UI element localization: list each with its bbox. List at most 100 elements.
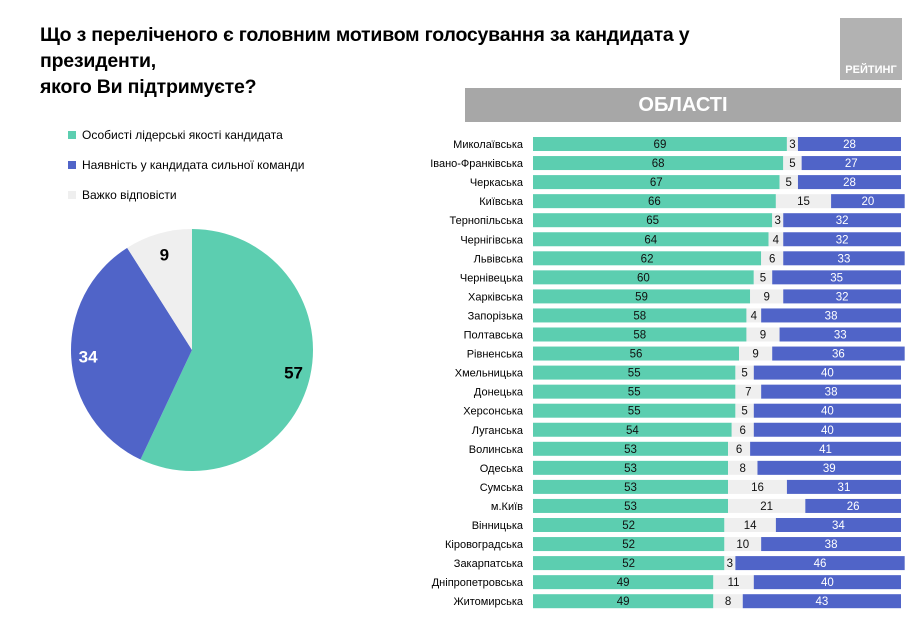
bar-segment-leader [533,194,776,209]
bar-value-leader: 62 [641,253,654,265]
bar-segment-team [783,251,905,266]
bar-value-leader: 52 [622,520,635,532]
bar-segment-hard [728,498,806,513]
category-label: Житомирська [453,596,523,608]
bar-segment-team [750,441,901,456]
bar-segment-leader [533,327,747,342]
bar-segment-hard [728,479,787,494]
bar-value-leader: 52 [622,539,635,551]
bar-segment-hard [735,365,754,380]
bar-segment-leader [533,308,747,323]
bar-value-leader: 58 [633,330,646,342]
bar-segment-team [783,213,901,228]
bar-value-leader: 55 [628,368,641,380]
bar-segment-leader [533,422,732,437]
bar-segment-team [772,346,905,361]
bar-segment-team [775,518,901,532]
bar-segment-hard [713,594,743,609]
bar-value-hard: 11 [728,577,740,589]
page-title: Що з переліченого є головним мотивом гол… [40,22,800,100]
bar-value-leader: 58 [633,310,646,322]
bar-value-team: 40 [821,577,834,589]
bar-segment-team [742,594,901,609]
category-label: Кіровоградська [445,539,524,551]
bar-segment-leader [533,175,780,190]
bar-segment-leader [533,251,762,266]
category-label: Хмельницька [455,368,524,380]
bar-value-leader: 52 [622,558,635,570]
legend-swatch-team [68,161,76,169]
category-label: Одеська [480,463,524,475]
bar-value-hard: 3 [789,139,795,151]
bar-segment-leader [533,384,736,399]
bar-value-hard: 15 [797,196,810,208]
bar-segment-team [761,384,901,399]
bar-segment-leader [533,270,754,285]
bar-segment-leader [533,156,784,171]
legend-label-leader: Особисті лідерські якості кандидата [82,128,283,142]
bar-value-hard: 8 [740,463,746,475]
bar-segment-hard [779,175,798,190]
bar-value-team: 33 [838,253,851,265]
bar-value-leader: 59 [635,291,648,303]
bar-segment-hard [735,384,762,399]
bar-value-hard: 6 [736,444,742,456]
bar-segment-team [783,289,901,304]
bar-segment-team [831,194,905,209]
bar-segment-team [753,422,901,437]
bar-segment-team [772,270,901,285]
bar-segment-hard [753,270,773,285]
category-label: Львівська [474,253,524,265]
brand-text: РЕЙТИНГ [845,64,897,76]
bar-value-leader: 53 [624,444,637,456]
legend-item-leader: Особисті лідерські якості кандидата [68,120,304,150]
legend: Особисті лідерські якості кандидата Наяв… [68,120,304,210]
bar-segment-team [786,479,901,494]
bar-segment-leader [533,556,725,571]
legend-label-team: Наявність у кандидата сильної команди [82,158,305,172]
bar-value-hard: 5 [741,368,747,380]
bar-value-team: 33 [834,330,847,342]
bar-value-hard: 10 [736,539,749,551]
bar-segment-hard [728,460,758,475]
bar-value-team: 38 [825,310,838,322]
legend-swatch-hard [68,191,76,199]
pie-chart: 57 34 9 [71,229,314,471]
bar-value-team: 40 [821,406,834,418]
bar-value-hard: 14 [744,520,757,532]
category-label: Полтавська [464,330,524,342]
bar-value-leader: 64 [644,234,657,246]
bar-segment-team [797,137,901,151]
bar-value-leader: 49 [617,596,630,608]
bar-segment-leader [533,498,729,513]
bar-value-leader: 56 [630,349,643,361]
bar-value-team: 32 [836,234,849,246]
bar-segment-leader [533,594,714,609]
bar-value-team: 32 [836,291,849,303]
bar-segment-leader [533,460,729,475]
bar-segment-hard [761,251,784,266]
bar-segment-team [761,308,901,323]
legend-swatch-leader [68,131,76,139]
bar-segment-hard [746,327,780,342]
bar-segment-leader [533,575,714,590]
bar-value-team: 40 [821,425,834,437]
bar-value-hard: 3 [727,558,733,570]
bar-segment-hard [786,137,798,151]
bar-segment-leader [533,479,729,494]
bar-segment-hard [746,308,762,323]
bar-value-team: 28 [843,177,856,189]
bar-segment-team [735,556,905,571]
bar-value-hard: 4 [751,310,758,322]
bar-value-leader: 53 [624,501,637,513]
bar-segment-leader [533,403,736,418]
bar-value-hard: 4 [773,234,780,246]
bar-segment-hard [783,156,802,171]
bar-value-hard: 7 [745,387,751,399]
legend-item-team: Наявність у кандидата сильної команди [68,150,304,180]
bar-value-hard: 9 [760,330,766,342]
region-banner: ОБЛАСТІ [465,88,901,122]
pie-slice-hard [127,229,192,350]
bar-segment-team [753,403,901,418]
brand-logo: РЕЙТИНГ [840,18,902,80]
